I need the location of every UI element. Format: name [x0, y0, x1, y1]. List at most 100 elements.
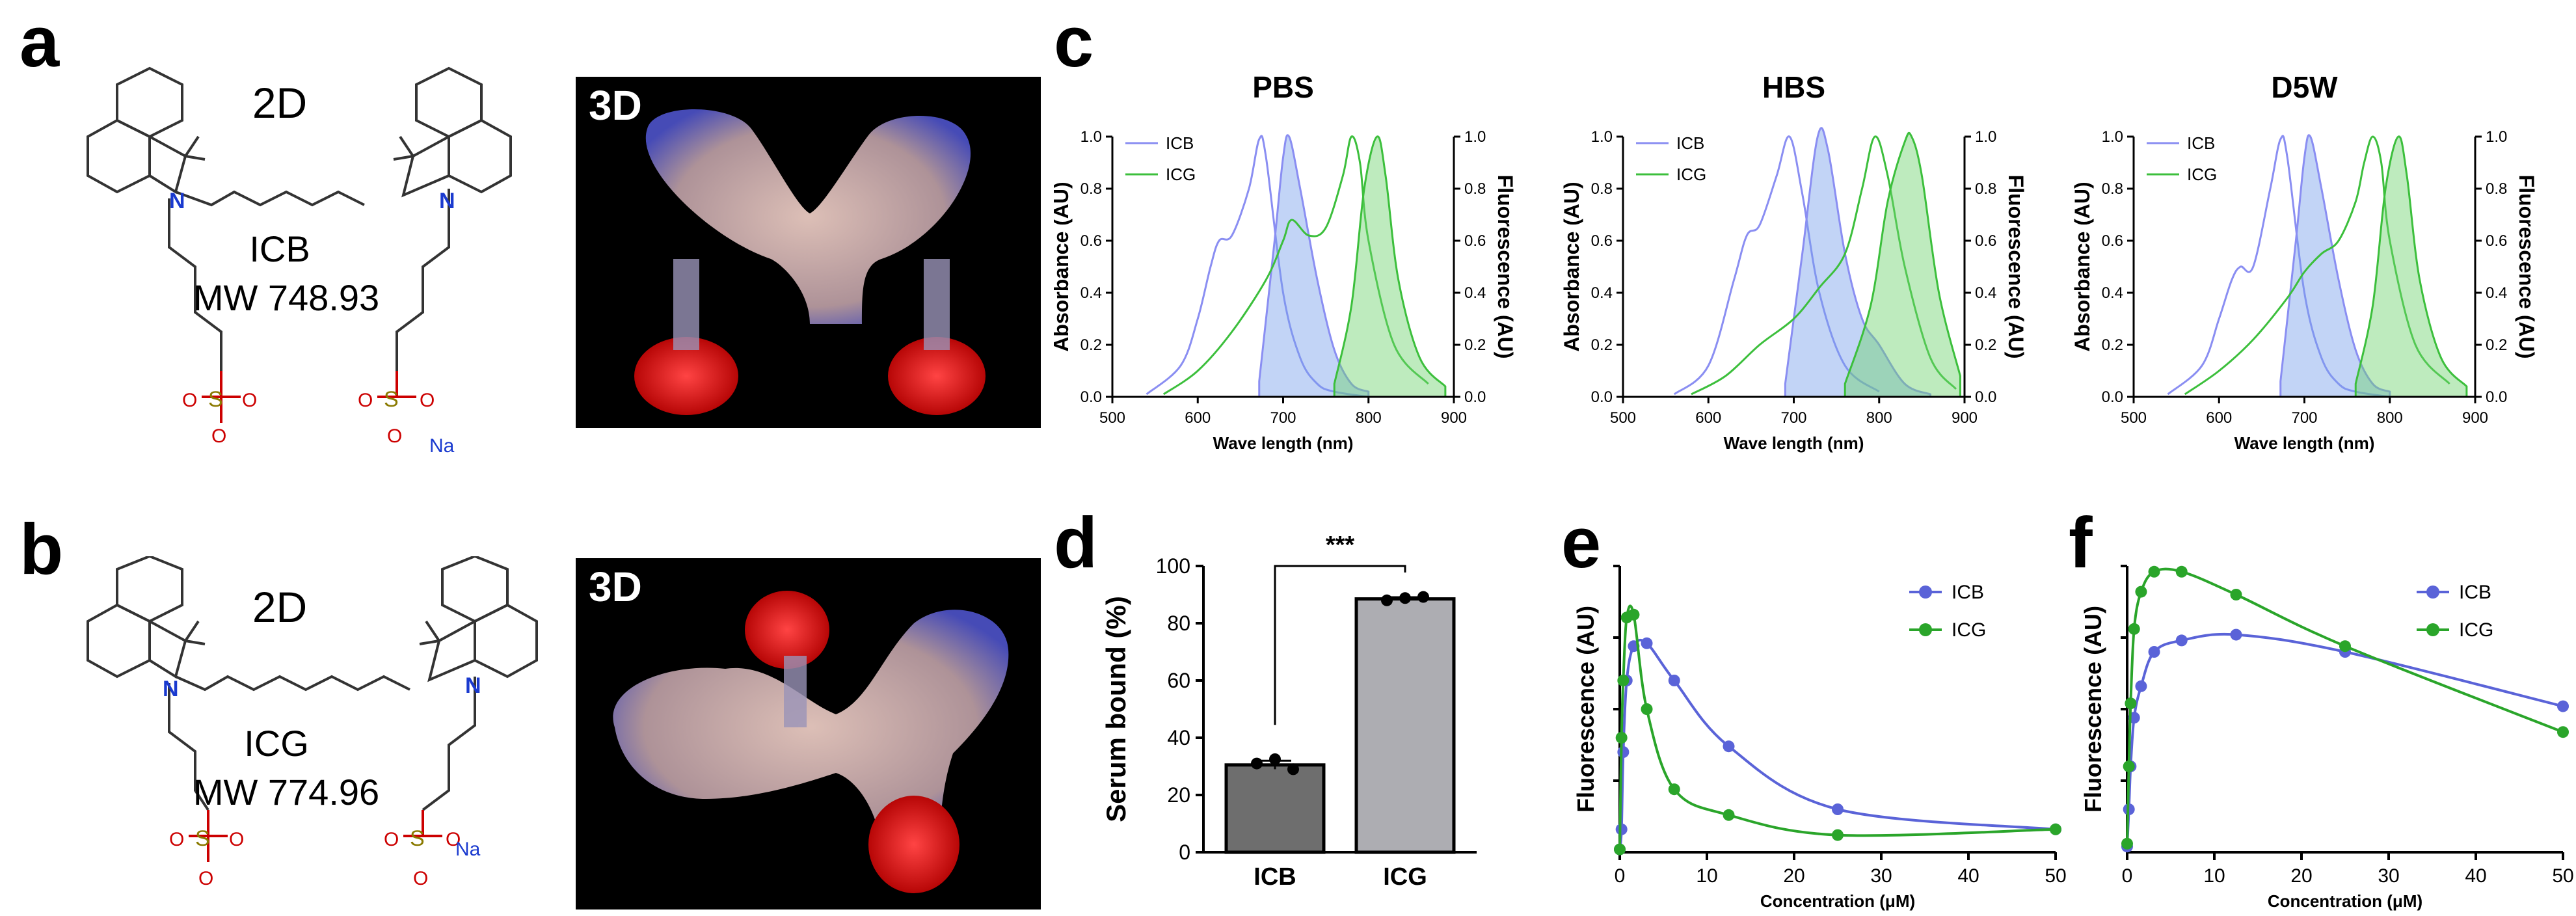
- data-point-icg: [2135, 586, 2147, 598]
- icg-fluorescence-curve: [1333, 135, 1447, 398]
- x-tick-label: 20: [1783, 865, 1805, 887]
- sodium-label: Na: [455, 839, 481, 860]
- legend-label: ICB: [2459, 582, 2491, 603]
- legend-label: ICB: [1166, 133, 1194, 153]
- y-axis-label: Fluorescence (AU): [2080, 606, 2106, 813]
- oxygen-minus-label: O: [211, 425, 226, 447]
- icg-absorbance-curve: [1691, 135, 1957, 396]
- data-point-icb: [2230, 628, 2242, 641]
- y2-tick-label: 0.4: [1975, 284, 1996, 302]
- y-tick-label: 0.2: [2102, 336, 2123, 354]
- y-tick-label: 60: [1167, 669, 1190, 692]
- sulfur-left-label: S: [208, 387, 223, 412]
- sulfur-right-label: S: [384, 387, 399, 412]
- y-tick-label: 0.0: [1080, 388, 1102, 406]
- data-point-icb: [2175, 634, 2188, 647]
- y-tick-label: 0.2: [1591, 336, 1613, 354]
- y2-axis-label: Fluorescence (AU): [2515, 175, 2538, 359]
- oxygen-label: O: [229, 829, 244, 850]
- y-tick-label: 0.6: [1591, 232, 1613, 250]
- fit-curve-icb: [1618, 638, 2056, 850]
- panel-letter-b: b: [20, 509, 64, 589]
- oxygen-label: O: [169, 829, 184, 850]
- x-tick-label: 500: [1610, 409, 1636, 427]
- spectrum-title: D5W: [2271, 70, 2338, 104]
- icg-name: ICG: [244, 723, 309, 764]
- icb-3d-label: 3D: [589, 82, 642, 129]
- x-tick-label: 500: [1099, 409, 1125, 427]
- y-axis-label: Serum bound (%): [1101, 596, 1131, 822]
- y-tick-label: 0.8: [2102, 180, 2123, 198]
- y2-tick-label: 0.0: [1975, 388, 1996, 406]
- y2-tick-label: 0.6: [1975, 232, 1996, 250]
- icb-fluorescence-curve: [2279, 134, 2391, 398]
- data-point-icb: [2148, 646, 2160, 658]
- icg-absorbance-curve: [1162, 135, 1429, 396]
- y-tick-label: 0.8: [1591, 180, 1613, 198]
- icg-3d-label: 3D: [589, 563, 642, 610]
- nitrogen-plus-label: N: [163, 677, 179, 701]
- data-point-icg: [2557, 726, 2569, 738]
- oxygen-label: O: [420, 390, 435, 411]
- bar-icb: [1224, 763, 1326, 854]
- data-point-icg: [1628, 608, 1640, 621]
- icb-mw: MW 748.93: [193, 277, 380, 318]
- data-point-icb: [2557, 700, 2569, 712]
- y2-tick-label: 0.2: [1464, 336, 1486, 354]
- oxygen-label: O: [182, 390, 197, 411]
- y-tick-label: 1.0: [2102, 128, 2123, 146]
- data-point: [1399, 592, 1411, 604]
- x-tick-label: 800: [1356, 409, 1382, 427]
- data-point: [1381, 594, 1393, 606]
- data-point-icg: [2175, 565, 2188, 578]
- data-point-icg: [2050, 823, 2061, 835]
- data-point-icg: [1832, 829, 1844, 841]
- y2-axis-label: Fluorescence (AU): [2004, 175, 2028, 359]
- bar-icg: [1354, 597, 1456, 854]
- x-tick-label: 700: [1780, 409, 1806, 427]
- data-point-icb: [1615, 823, 1628, 835]
- legend-label: ICG: [1952, 619, 1986, 641]
- x-tick-label: 800: [1866, 409, 1892, 427]
- data-point: [1287, 763, 1299, 775]
- y-tick-label: 1.0: [1591, 128, 1613, 146]
- oxygen-label: O: [242, 390, 257, 411]
- data-point: [1269, 753, 1281, 765]
- oxygen-minus-label: O: [413, 868, 428, 889]
- data-point-icg: [1615, 732, 1628, 744]
- x-tick-label: 0: [1615, 865, 1626, 887]
- icb-absorbance-curve: [2167, 135, 2390, 398]
- y-tick-label: 100: [1156, 554, 1190, 578]
- significance-label: ***: [1326, 532, 1355, 559]
- y2-tick-label: 0.6: [1464, 232, 1486, 250]
- data-point-icg: [2148, 565, 2160, 578]
- panel-c-spectra: PBS 500 600 700 800 900 0.0 0.0 0.2 0.2 0.4 0.4 0.6 0…: [1054, 70, 2538, 453]
- icg-mw: MW 774.96: [193, 772, 380, 813]
- x-tick-label: 600: [2206, 409, 2232, 427]
- x-tick-label: 900: [1441, 409, 1467, 427]
- data-point-icb: [1668, 675, 1680, 686]
- x-tick-label: 20: [2290, 865, 2312, 887]
- legend-label: ICG: [2459, 619, 2493, 641]
- panel-d-bar-chart: 0 20 40 60 80 100 Serum bound (%) ICB ICG ***: [1101, 532, 1477, 891]
- y-tick-label: 0.4: [1080, 284, 1102, 302]
- panel-f-scatter-chart: 0 10 20 30 40 50 Concentration (μM) Fluorescenc…: [2080, 565, 2574, 911]
- data-point-icg: [1614, 843, 1626, 855]
- data-point-icg: [2121, 837, 2133, 850]
- y2-tick-label: 1.0: [2486, 128, 2507, 146]
- x-category-label: ICG: [1383, 863, 1427, 891]
- icb-fluorescence-curve: [1784, 127, 1931, 398]
- x-tick-label: 800: [2377, 409, 2403, 427]
- nitrogen-plus-label: N: [169, 189, 185, 213]
- y-tick-label: 0.0: [1591, 388, 1613, 406]
- x-category-label: ICB: [1254, 863, 1296, 891]
- y2-tick-label: 0.6: [2486, 232, 2507, 250]
- y2-tick-label: 0.8: [1975, 180, 1996, 198]
- data-point-icb: [1641, 637, 1653, 649]
- y2-tick-label: 0.2: [1975, 336, 1996, 354]
- x-tick-label: 10: [1696, 865, 1717, 887]
- panel-letter-e: e: [1561, 503, 1602, 583]
- x-axis-label: Wave length (nm): [1724, 433, 1864, 453]
- icg-2d-label: 2D: [252, 583, 308, 631]
- legend-label: ICG: [1166, 165, 1196, 184]
